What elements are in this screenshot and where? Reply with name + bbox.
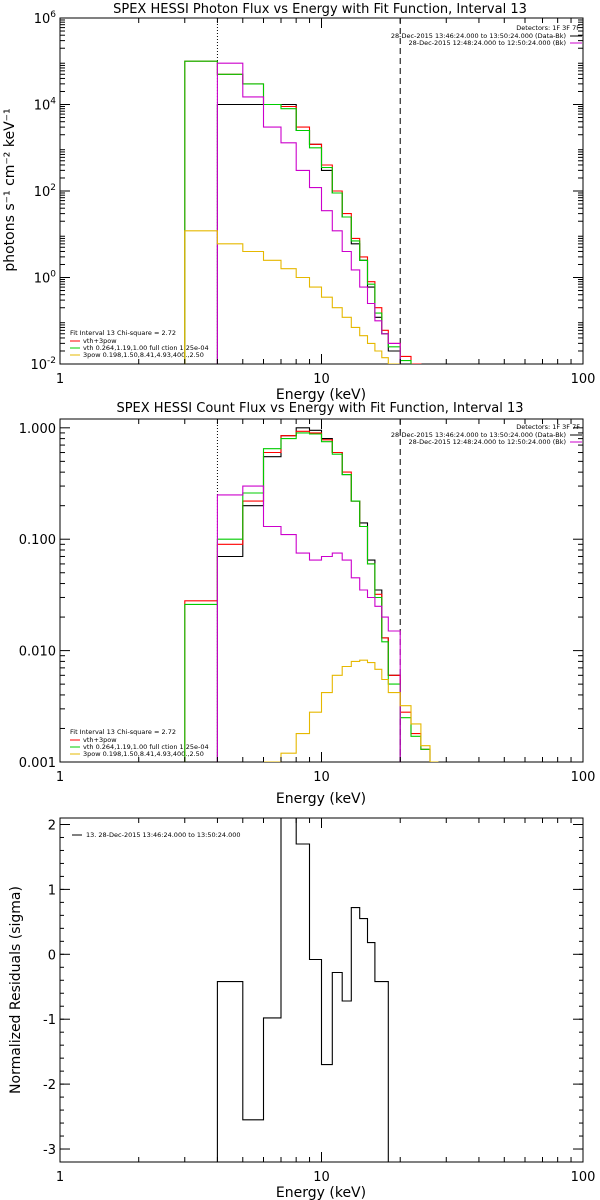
y-axis-label: photons s⁻¹ cm⁻² keV⁻¹ [2, 108, 18, 271]
y-tick-label: 1 [48, 883, 56, 898]
y-tick-label: 106 [34, 10, 57, 27]
x-tick-label: 1 [56, 1170, 64, 1185]
series-group [216, 818, 401, 1162]
series-power-law [184, 230, 439, 364]
detectors-label: Detectors: 1F 3F 7F [516, 24, 580, 32]
legend-3pow: 3pow 0.198,1.50,8.41,4.93,400.,2.50 [83, 750, 204, 758]
residuals-interval-label: 13. 28-Dec-2015 13:46:24.000 to 13:50:24… [86, 831, 241, 839]
y-tick-label: 0.001 [19, 756, 56, 771]
x-tick-label: 100 [571, 372, 596, 387]
y-tick-label: -2 [43, 1078, 56, 1093]
x-tick-label: 100 [571, 770, 596, 785]
legend-total: vth+3pow [83, 337, 117, 345]
series-background [216, 485, 401, 762]
photon-flux-panel: SPEX HESSI Photon Flux vs Energy with Fi… [2, 2, 582, 403]
y-tick-label: 10-2 [30, 356, 56, 373]
fit-summary-label: Fit Interval 13 Chi-square = 2.72 [70, 329, 176, 337]
chart-title: SPEX HESSI Count Flux vs Energy with Fit… [116, 401, 523, 416]
y-tick-label: -3 [43, 1143, 56, 1158]
legend-vth: vth 0.264,1.19,1.00 full ction 1.25e-04 [83, 344, 209, 352]
background-interval-label: 28-Dec-2015 12:48:24.000 to 12:50:24.000… [409, 39, 567, 47]
y-tick-label: 104 [34, 97, 57, 114]
residuals-plot: 1 10 100 -3 -2 -1 0 1 2 [43, 817, 596, 1185]
data-interval-label: 28-Dec-2015 13:46:24.000 to 13:50:24.000… [391, 32, 566, 40]
x-tick-label: 100 [571, 1170, 596, 1185]
y-tick-label: -1 [43, 1013, 56, 1028]
x-tick-label: 10 [313, 1170, 330, 1185]
legend-total: vth+3pow [83, 736, 117, 744]
y-axis-label: Normalized Residuals (sigma) [8, 886, 24, 1094]
data-interval-label: 28-Dec-2015 13:46:24.000 to 13:50:24.000… [391, 431, 566, 439]
detectors-label: Detectors: 1F 3F 7F [516, 423, 580, 431]
x-tick-label: 1 [56, 372, 64, 387]
chart-title: SPEX HESSI Photon Flux vs Energy with Fi… [113, 2, 527, 17]
y-tick-label: 100 [34, 270, 57, 287]
x-tick-label: 1 [56, 770, 64, 785]
series-power-law [263, 659, 439, 762]
y-tick-label: 2 [48, 818, 56, 833]
y-tick-label: 1.000 [19, 422, 56, 437]
y-tick-label: 0.010 [19, 645, 56, 660]
background-interval-label: 28-Dec-2015 12:48:24.000 to 12:50:24.000… [409, 438, 567, 446]
series-group [184, 60, 439, 364]
y-tick-label: 102 [34, 183, 56, 200]
series-group [184, 427, 439, 762]
residuals-panel: 13. 28-Dec-2015 13:46:24.000 to 13:50:24… [8, 831, 366, 1200]
count-flux-panel: SPEX HESSI Count Flux vs Energy with Fit… [70, 401, 582, 807]
count-flux-plot: 1 10 100 0.001 0.010 0.100 1.000 [19, 418, 596, 785]
legend-vth: vth 0.264,1.19,1.00 full ction 1.25e-04 [83, 743, 209, 751]
y-tick-label: 0 [48, 948, 56, 963]
x-tick-label: 10 [313, 770, 330, 785]
series-residuals [216, 818, 401, 1162]
x-axis-label: Energy (keV) [276, 791, 366, 807]
x-tick-label: 10 [313, 372, 330, 387]
y-tick-label: 0.100 [19, 533, 56, 548]
series-thermal [184, 432, 439, 762]
x-axis-label: Energy (keV) [276, 1185, 366, 1200]
legend-3pow: 3pow 0.198,1.50,8.41,4.93,400.,2.50 [83, 351, 204, 359]
x-axis-label: Energy (keV) [276, 387, 366, 403]
series-background [216, 62, 401, 364]
photon-flux-plot: 1 10 100 10-2 100 102 104 106 [30, 10, 595, 387]
fit-summary-label: Fit Interval 13 Chi-square = 2.72 [70, 728, 176, 736]
